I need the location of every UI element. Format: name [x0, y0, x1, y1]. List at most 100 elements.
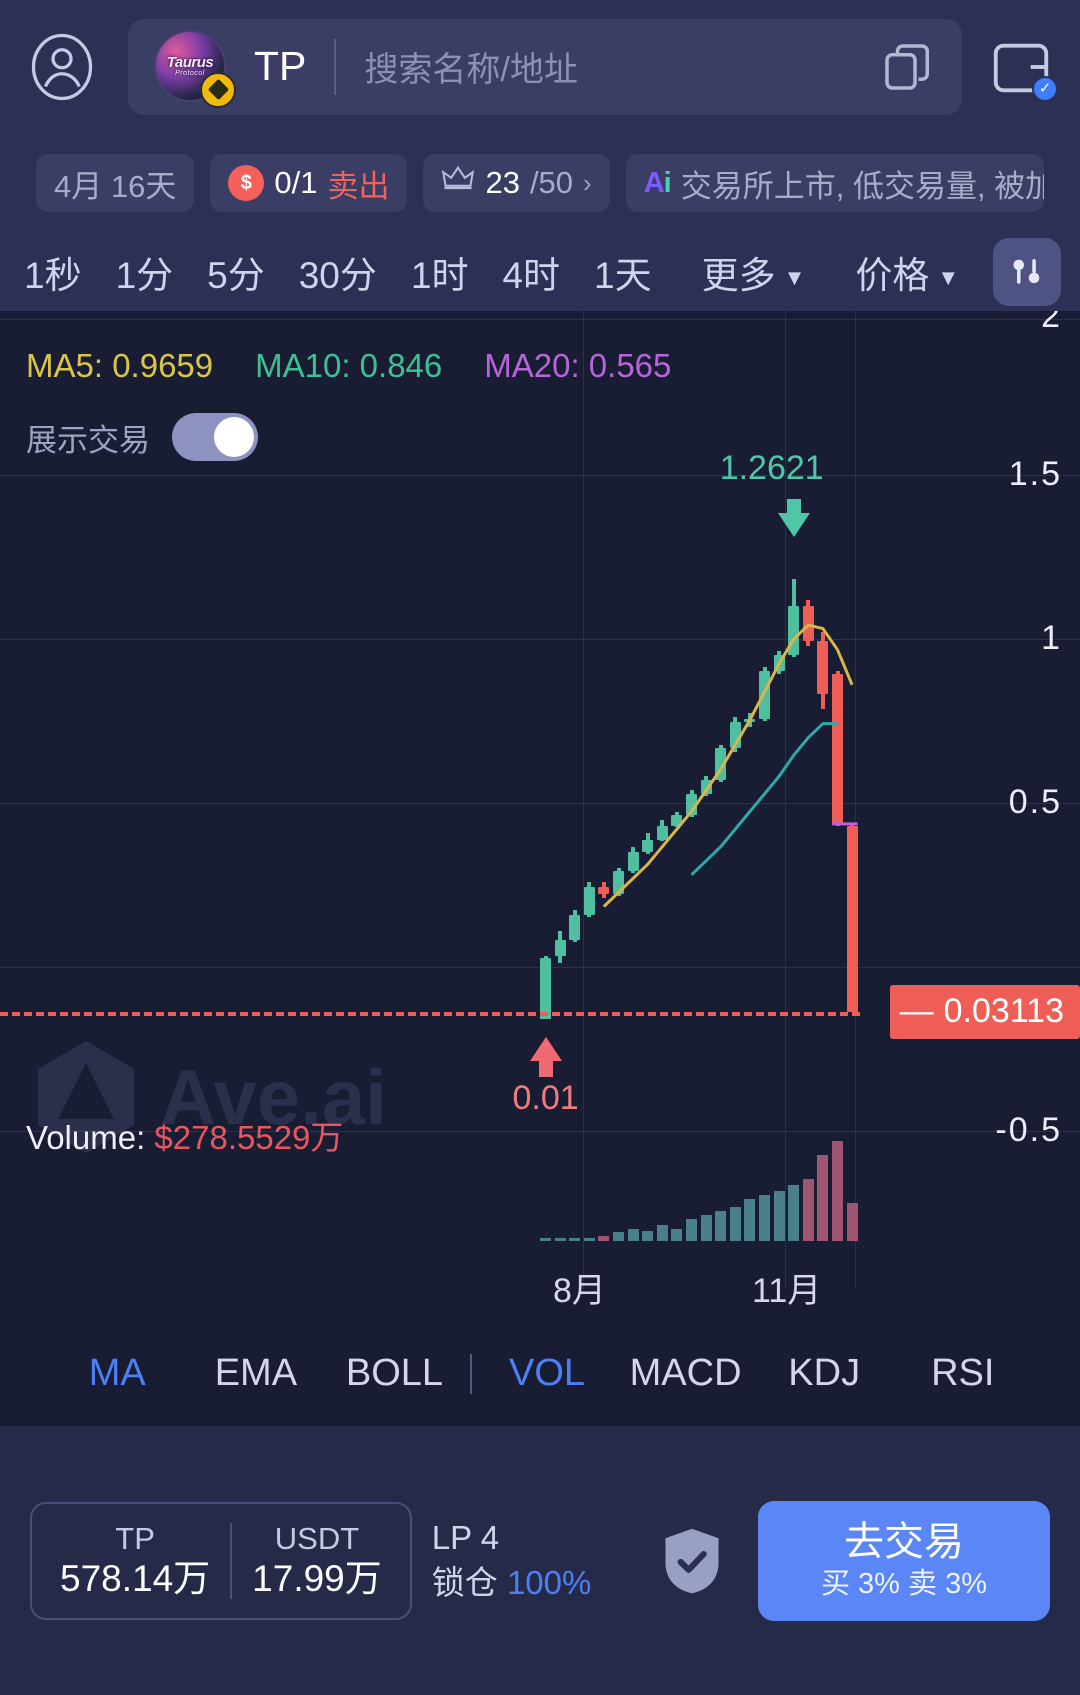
current-price-badge: — 0.03113: [889, 984, 1080, 1039]
timeframe-1d[interactable]: 1天: [594, 255, 652, 296]
gridline: [0, 475, 1080, 476]
go-trade-button[interactable]: 去交易 买 3% 卖 3%: [758, 1500, 1050, 1621]
indicator-divider: [469, 1353, 472, 1394]
gridline: [0, 1131, 1080, 1132]
volume-bar: [788, 1185, 800, 1241]
current-price-line: [0, 1011, 860, 1016]
gridline-vertical: [855, 311, 856, 1289]
ai-icon: Ai: [643, 166, 672, 199]
chip-token-age[interactable]: 4月 16天: [36, 154, 195, 212]
search-input[interactable]: 搜索名称/地址: [364, 51, 578, 89]
wallet-icon[interactable]: ✓: [988, 34, 1058, 102]
volume-bar: [759, 1195, 770, 1241]
pool-quote-symbol: USDT: [274, 1520, 360, 1556]
y-axis-label: 2: [1041, 311, 1062, 335]
indicator-tab-ma[interactable]: MA: [88, 1352, 146, 1394]
price-mode-label: 价格: [855, 255, 930, 296]
user-circle-icon[interactable]: [26, 31, 98, 103]
sell-count-value: 0/1: [274, 165, 318, 200]
volume-bar: [686, 1219, 697, 1241]
pool-base-value: 578.14万: [60, 1557, 211, 1599]
volume-bar: [671, 1229, 683, 1241]
volume-bar: [540, 1238, 551, 1241]
y-axis-label: 0.5: [1008, 783, 1062, 821]
pool-quote-column: USDT 17.99万: [232, 1520, 402, 1602]
indicator-tab-kdj[interactable]: KDJ: [788, 1352, 861, 1394]
indicator-tab-vol[interactable]: VOL: [509, 1352, 586, 1394]
show-trades-toggle[interactable]: [172, 413, 258, 461]
chip-rank[interactable]: 23 /50 ›: [423, 154, 610, 212]
timeframe-4h[interactable]: 4时: [502, 255, 561, 296]
volume-bar: [744, 1199, 756, 1241]
search-bar[interactable]: Taurus Protocol TP 搜索名称/地址: [128, 18, 962, 115]
volume-bar: [846, 1203, 858, 1241]
pool-reserves-box[interactable]: TP 578.14万 USDT 17.99万: [30, 1501, 412, 1620]
indicator-tab-rsi[interactable]: RSI: [931, 1352, 995, 1394]
search-divider: [334, 38, 337, 95]
candle-body: [846, 825, 858, 1012]
shield-check-icon[interactable]: [656, 1525, 728, 1597]
sell-count-label: 卖出: [327, 168, 390, 204]
indicator-tabs: MA EMA BOLL VOL MACD KDJ RSI: [0, 1321, 1080, 1426]
volume-bar: [715, 1211, 727, 1241]
pool-base-column: TP 578.14万: [40, 1520, 230, 1602]
price-badge-dash: —: [899, 992, 934, 1031]
gridline: [0, 803, 1080, 804]
y-axis-label: 1.5: [1008, 455, 1062, 493]
x-axis-label: 8月: [553, 1272, 606, 1310]
high-marker-arrow-stem: [786, 498, 801, 515]
token-logo-name: Taurus: [166, 53, 214, 71]
volume-bar: [656, 1225, 668, 1241]
chip-ai-summary[interactable]: Ai 交易所上市, 低交易量, 被加... ›: [625, 154, 1044, 212]
chip-sell-count[interactable]: $ 0/1 卖出: [210, 154, 408, 212]
chevron-down-icon: ▼: [937, 265, 960, 291]
low-marker-arrow-icon: [529, 1037, 562, 1062]
token-symbol: TP: [254, 43, 307, 89]
timeframe-1m[interactable]: 1分: [115, 255, 174, 296]
candle-body: [540, 957, 551, 1020]
lp-lock-row: 锁仓 100%: [432, 1561, 592, 1606]
rank-value: 23: [485, 165, 520, 200]
gridline: [0, 639, 1080, 640]
indicator-tab-ema[interactable]: EMA: [214, 1352, 298, 1394]
lp-info: LP 4 锁仓 100%: [432, 1516, 592, 1605]
timeframe-more-dropdown[interactable]: 更多 ▼: [702, 245, 806, 299]
volume-bar: [554, 1238, 566, 1241]
gridline: [0, 319, 1080, 320]
more-label: 更多: [701, 255, 776, 296]
indicator-tab-boll[interactable]: BOLL: [345, 1352, 444, 1394]
chevron-right-icon: ›: [583, 167, 592, 198]
ma20-line: [832, 822, 858, 826]
copy-icon[interactable]: [880, 39, 936, 95]
lp-count: LP 4: [431, 1518, 500, 1556]
candle-body: [569, 915, 581, 940]
chart-settings-icon[interactable]: [993, 238, 1062, 306]
timeframe-30m[interactable]: 30分: [298, 255, 377, 296]
timeframe-1s[interactable]: 1秒: [24, 255, 82, 296]
gridline-vertical: [583, 311, 584, 1289]
price-mode-dropdown[interactable]: 价格 ▼: [855, 245, 959, 299]
high-price-marker-label: 1.2621: [719, 448, 824, 487]
timeframe-tabs: 1秒 1分 5分 30分 1时 4时 1天 更多 ▼ 价格 ▼: [0, 233, 1080, 311]
indicator-tab-macd[interactable]: MACD: [629, 1352, 742, 1394]
token-logo: Taurus Protocol: [154, 29, 236, 108]
timeframe-1h[interactable]: 1时: [410, 255, 469, 296]
volume-bar: [773, 1191, 785, 1241]
toggle-knob: [214, 417, 254, 457]
volume-bar: [729, 1207, 741, 1241]
token-age-label: 4月 16天: [54, 168, 177, 204]
volume-bar: [642, 1231, 654, 1241]
show-trades-toggle-group[interactable]: 展示交易: [26, 413, 258, 461]
candlestick-chart[interactable]: 2 1.5 1 0.5 -0.5 MA5: 0.9659 MA10: 0.846…: [0, 311, 1080, 1321]
info-chips-row: 4月 16天 $ 0/1 卖出 23 /50 › Ai 交易所上市, 低交易量,…: [0, 133, 1080, 233]
timeframe-5m[interactable]: 5分: [207, 255, 265, 296]
volume-bar: [700, 1215, 712, 1241]
bottom-action-bar: TP 578.14万 USDT 17.99万 LP 4 锁仓 100% 去交易: [0, 1426, 1080, 1695]
low-marker-arrow-stem: [538, 1061, 553, 1078]
pool-divider: [230, 1522, 233, 1599]
pool-base-symbol: TP: [115, 1520, 155, 1556]
candle-body: [802, 605, 814, 641]
y-axis-label: -0.5: [995, 1111, 1062, 1149]
money-bag-icon: $: [228, 165, 265, 201]
